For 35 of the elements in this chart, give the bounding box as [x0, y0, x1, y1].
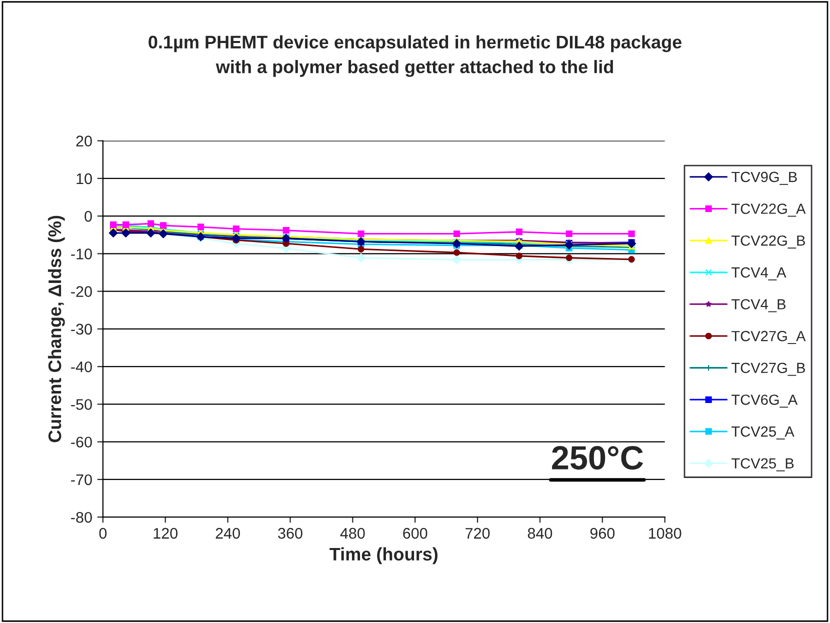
legend-label: TCV22G_A [731, 204, 806, 217]
legend-label: TCV4_B [731, 299, 786, 312]
y-tick-label: -30 [71, 324, 92, 335]
annotation: 250°C [552, 446, 643, 470]
x-tick-label: 0 [99, 528, 107, 539]
x-tick-label: 960 [590, 528, 615, 539]
legend-label: TCV6G_A [731, 394, 798, 408]
y-tick-label: -80 [71, 512, 92, 523]
legend-label: TCV25_A [731, 426, 794, 440]
y-tick-label: 0 [84, 210, 92, 222]
y-tick-label: 10 [76, 173, 92, 184]
legend-label: TCV27G_A [731, 330, 806, 344]
chart-title: 0.1µm PHEMT device encapsulated in hermetic DIL48 package with a polymer based getter attached to the lid [148, 35, 682, 77]
y-tick-label: -20 [71, 286, 92, 297]
legend-label: TCV27G_B [731, 362, 805, 376]
x-tick-label: 840 [528, 528, 552, 539]
legend-label: TCV4_A [731, 267, 786, 280]
x-tick-label: 1080 [649, 528, 682, 539]
y-tick-label: 20 [76, 136, 92, 146]
x-tick-label: 360 [278, 528, 302, 539]
y-tick-label: -60 [71, 436, 92, 448]
y-tick-label: -50 [71, 399, 92, 410]
legend-label: TCV9G_B [731, 172, 797, 185]
legend-label: TCV22G_B [731, 235, 805, 249]
x-tick-label: 120 [154, 528, 178, 539]
y-axis-title: Current Change, ΔIdss (%) [48, 216, 65, 442]
y-tick-label: -40 [71, 361, 92, 372]
legend-label: TCV25_B [731, 458, 794, 472]
x-tick-label: 720 [466, 528, 490, 539]
x-tick-label: 600 [403, 528, 428, 539]
x-tick-label: 480 [340, 528, 365, 539]
y-tick-label: -70 [71, 474, 92, 486]
x-axis-title: Time (hours) [330, 547, 438, 564]
x-tick-label: 240 [216, 528, 240, 539]
y-tick-label: -10 [71, 248, 92, 260]
